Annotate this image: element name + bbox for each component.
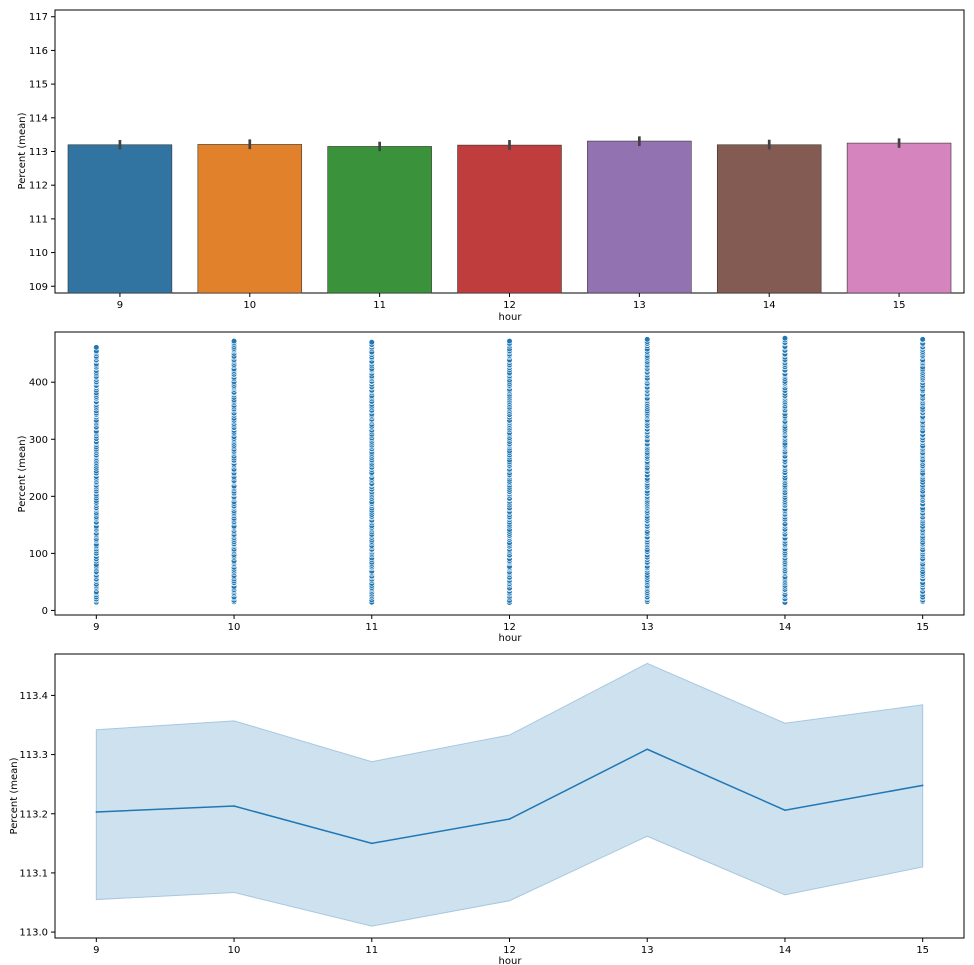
bar-chart-y-ticks: 109 110 111 112 113 114 115 116 117 [29, 12, 55, 293]
bar-chart-x-tick-label: 10 [243, 300, 256, 311]
bar-chart-panel: 109 110 111 112 113 114 115 116 117 9 10 11 12 13 14 1… [17, 9, 965, 323]
line-point [95, 811, 98, 813]
bar-chart-y-tick-label: 114 [29, 113, 48, 124]
scatter-chart-panel: 0 100 200 300 400 9 10 11 12 13 14 15 hour Percent… [17, 331, 965, 644]
line-chart-y-tick-label: 113.1 [19, 868, 48, 879]
scatter-chart-y-tick-label: 100 [29, 549, 48, 560]
line-chart-y-ticks: 113.0 113.1 113.2 113.3 113.4 [19, 691, 55, 939]
bar-chart-y-tick-label: 115 [29, 80, 48, 91]
line-chart-x-tick-label: 15 [916, 945, 929, 956]
bar-chart-x-tick-label: 12 [503, 300, 516, 311]
bar-chart-y-tick-label: 111 [29, 214, 48, 225]
scatter-point [781, 335, 789, 342]
confidence-band [95, 662, 924, 927]
scatter-point [368, 339, 375, 346]
scatter-chart-x-tick-label: 11 [365, 622, 378, 633]
line-chart-x-tick-label: 9 [93, 945, 99, 956]
bar-chart-y-tick-label: 110 [29, 248, 48, 259]
scatter-chart-marks [93, 335, 926, 606]
line-point [921, 784, 924, 787]
bar [587, 140, 692, 294]
scatter-point [230, 338, 238, 345]
scatter-point [93, 344, 100, 351]
scatter-chart-y-label: Percent (mean) [17, 435, 28, 512]
bar-chart-y-tick-label: 117 [29, 12, 48, 23]
line-chart-marks [95, 662, 924, 927]
scatter-chart-y-tick-label: 200 [29, 492, 48, 503]
scatter-point [506, 338, 513, 345]
scatter-chart-x-tick-label: 14 [779, 622, 792, 633]
line-chart-x-tick-label: 13 [641, 945, 654, 956]
line-chart-y-label: Percent (mean) [9, 757, 20, 834]
scatter-chart-x-tick-label: 13 [641, 622, 654, 633]
bar [846, 142, 952, 294]
line-point [233, 805, 235, 807]
bar-chart-x-ticks: 9 10 11 12 13 14 15 [117, 293, 906, 311]
bar-chart-y-tick-label: 112 [29, 181, 48, 192]
line-chart-x-tick-label: 12 [503, 945, 516, 956]
bar-chart-y-label: Percent (mean) [17, 112, 28, 189]
bar [457, 144, 562, 294]
scatter-chart-y-tick-label: 400 [29, 378, 48, 389]
scatter-chart-y-ticks: 0 100 200 300 400 [29, 378, 55, 617]
scatter-chart-y-tick-label: 0 [42, 606, 48, 617]
scatter-chart-x-tick-label: 15 [916, 622, 929, 633]
scatter-point [644, 336, 651, 343]
bar [327, 146, 432, 294]
bar-chart-y-tick-label: 109 [29, 282, 48, 293]
bar-chart-x-tick-label: 11 [373, 300, 386, 311]
line-chart-y-tick-label: 113.0 [19, 928, 48, 939]
line-point [508, 818, 511, 820]
line-point [646, 748, 649, 751]
bar-chart-y-tick-label: 116 [29, 46, 48, 57]
scatter-chart-x-tick-label: 12 [503, 622, 516, 633]
bar-chart-y-tick-label: 113 [29, 147, 48, 158]
scatter-chart-x-label: hour [499, 633, 523, 644]
scatter-chart-x-tick-label: 10 [228, 622, 241, 633]
bar [716, 144, 822, 294]
bar [67, 144, 173, 294]
scatter-chart-y-tick-label: 300 [29, 435, 48, 446]
line-chart-y-tick-label: 113.4 [19, 691, 48, 702]
line-chart-x-ticks: 9 10 11 12 13 14 15 [93, 938, 929, 956]
line-point [784, 809, 786, 811]
line-chart-x-tick-label: 10 [228, 945, 241, 956]
line-point [370, 842, 373, 845]
line-chart-x-tick-label: 14 [779, 945, 792, 956]
scatter-chart-x-ticks: 9 10 11 12 13 14 15 [93, 615, 929, 633]
bar-chart-x-tick-label: 9 [117, 300, 123, 311]
bar-chart-marks [67, 136, 952, 294]
line-chart-y-tick-label: 113.2 [19, 809, 48, 820]
bar-chart-x-tick-label: 14 [763, 300, 776, 311]
scatter-chart-x-tick-label: 9 [93, 622, 99, 633]
bar-chart-x-label: hour [499, 312, 523, 323]
line-chart-y-tick-label: 113.3 [19, 750, 48, 761]
bar [197, 144, 303, 294]
scatter-point [919, 336, 926, 343]
bar-chart-x-tick-label: 15 [893, 300, 906, 311]
line-chart-x-tick-label: 11 [365, 945, 378, 956]
bar-chart-x-tick-label: 13 [633, 300, 646, 311]
line-chart-x-label: hour [499, 956, 523, 965]
